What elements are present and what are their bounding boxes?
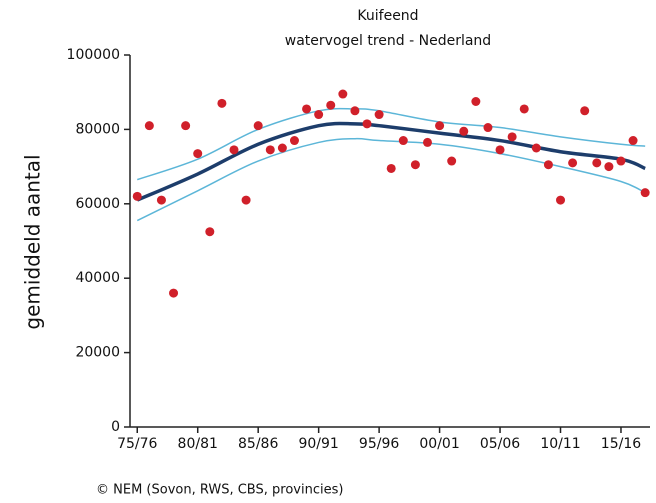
x-tick-label: 00/01 (419, 436, 459, 452)
data-point (483, 123, 493, 133)
data-point (398, 136, 408, 146)
data-point (277, 143, 287, 153)
y-tick-label: 40000 (75, 270, 120, 286)
y-tick-label: 20000 (75, 345, 120, 361)
x-tick-label: 85/86 (238, 436, 278, 452)
x-tick-label: 90/91 (298, 436, 338, 452)
data-point (386, 163, 396, 173)
data-point (229, 145, 239, 155)
data-point (205, 227, 215, 237)
y-tick-label: 100000 (67, 47, 120, 63)
x-tick-label: 75/76 (117, 436, 157, 452)
data-point (302, 104, 312, 114)
data-point (156, 195, 166, 205)
x-tick-label: 95/96 (359, 436, 399, 452)
data-point (181, 121, 191, 131)
trend-line (136, 137, 646, 222)
data-point (447, 156, 457, 166)
data-point (144, 121, 154, 131)
data-point (628, 136, 638, 146)
data-point (604, 162, 614, 172)
data-point (326, 100, 336, 110)
chart-title: Kuifeend (357, 8, 418, 24)
data-point (507, 132, 517, 142)
trend-line (136, 121, 646, 202)
x-tick-label: 80/81 (178, 436, 218, 452)
y-axis-label: gemiddeld aantal (21, 154, 45, 329)
data-point (253, 121, 263, 131)
data-point (543, 160, 553, 170)
data-point (422, 137, 432, 147)
data-point (374, 110, 384, 120)
data-point (217, 98, 227, 108)
y-tick-label: 80000 (75, 121, 120, 137)
x-tick-label: 05/06 (480, 436, 520, 452)
data-point (169, 288, 179, 298)
data-point (640, 188, 650, 198)
data-point (410, 160, 420, 170)
x-tick-label: 10/11 (540, 436, 580, 452)
data-point (265, 145, 275, 155)
chart-subtitle: watervogel trend - Nederland (285, 33, 491, 49)
data-point (616, 156, 626, 166)
data-point (435, 121, 445, 131)
data-point (531, 143, 541, 153)
data-point (556, 195, 566, 205)
data-point (568, 158, 578, 168)
source: © NEM (Sovon, RWS, CBS, provincies) (96, 483, 343, 498)
data-point (193, 149, 203, 159)
y-tick-label: 60000 (75, 196, 120, 212)
x-tick-label: 15/16 (601, 436, 641, 452)
data-point (338, 89, 348, 99)
y-tick-label: 0 (111, 419, 120, 435)
data-point (519, 104, 529, 114)
data-point (592, 158, 602, 168)
data-point (495, 145, 505, 155)
data-point (459, 126, 469, 136)
data-point (241, 195, 251, 205)
data-point (362, 119, 372, 129)
data-point (471, 97, 481, 106)
data-point (132, 191, 142, 201)
data-point (350, 106, 360, 116)
data-point (580, 106, 590, 116)
data-point (289, 136, 299, 146)
data-point (314, 110, 324, 120)
